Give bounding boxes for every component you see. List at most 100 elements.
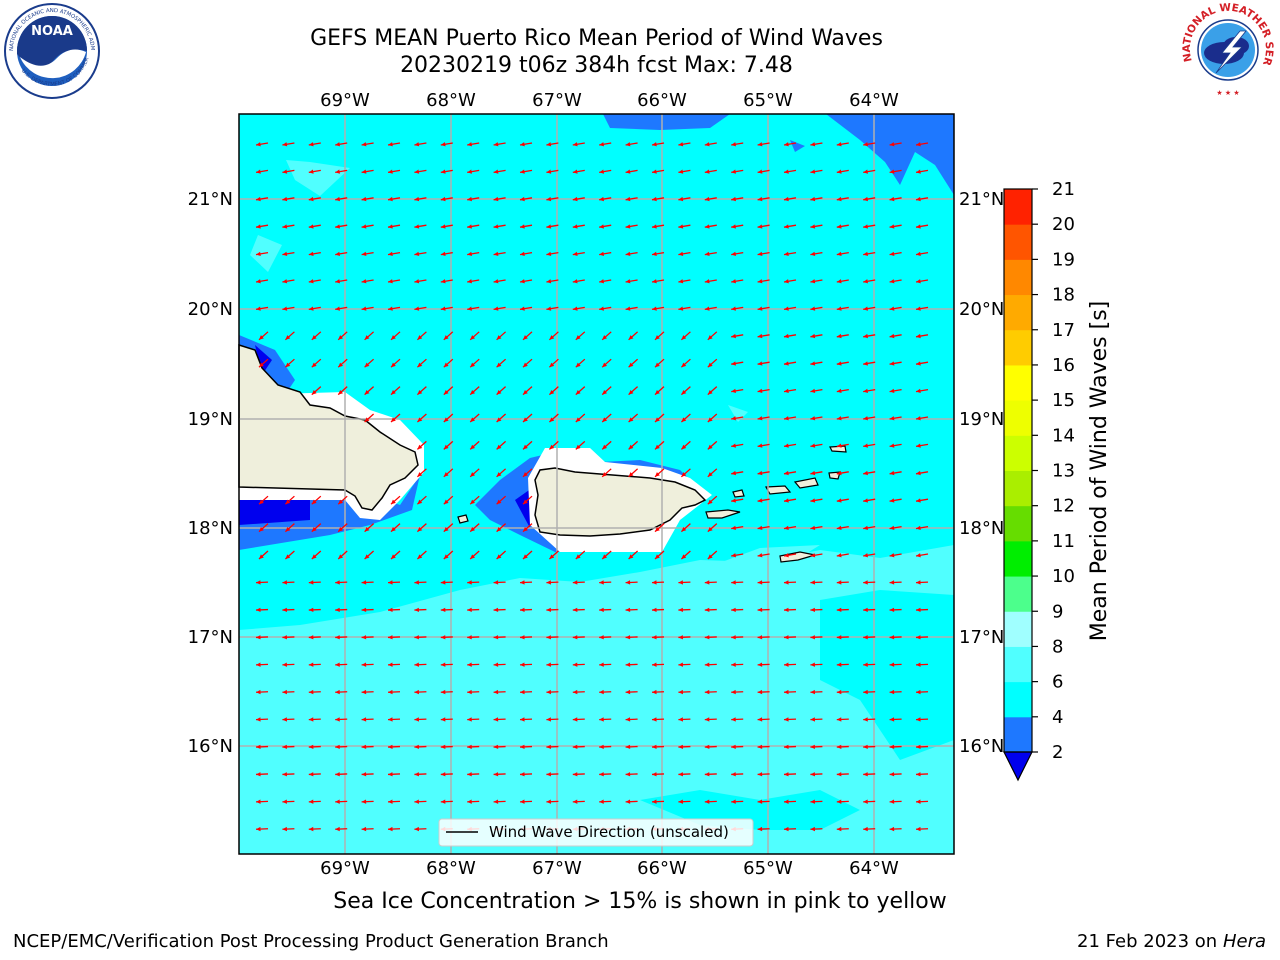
wave-direction-arrow <box>783 498 797 503</box>
wave-direction-arrow <box>836 279 849 284</box>
wave-direction-arrow <box>387 772 401 777</box>
wave-direction-arrow <box>282 689 295 695</box>
wave-direction-arrow <box>625 635 638 640</box>
wave-direction-arrow <box>522 523 533 533</box>
wave-direction-arrow <box>469 468 480 478</box>
wave-direction-arrow <box>335 279 348 284</box>
wave-direction-arrow <box>889 635 902 640</box>
wave-direction-arrow <box>601 550 612 560</box>
wave-direction-arrow <box>707 440 718 450</box>
wave-direction-arrow <box>493 169 506 174</box>
wave-direction-arrow <box>282 196 295 202</box>
wave-direction-arrow <box>414 142 427 147</box>
wave-direction-arrow <box>255 169 269 174</box>
wave-direction-arrow <box>467 744 480 750</box>
wave-direction-arrow <box>575 550 586 560</box>
wave-direction-arrow <box>282 169 295 174</box>
wave-direction-arrow <box>416 413 427 423</box>
wave-direction-arrow <box>704 689 717 695</box>
wave-direction-arrow <box>467 196 480 202</box>
wave-direction-arrow <box>469 440 480 450</box>
wave-direction-arrow <box>284 331 295 341</box>
wave-direction-arrow <box>889 744 902 750</box>
wave-direction-arrow <box>282 772 295 777</box>
wave-direction-arrow <box>915 306 929 311</box>
wave-direction-arrow <box>836 525 849 531</box>
wave-direction-arrow <box>467 607 480 613</box>
wave-direction-arrow <box>651 169 665 174</box>
wave-direction-arrow <box>810 717 823 722</box>
wave-direction-arrow <box>836 169 849 174</box>
wave-direction-arrow <box>335 251 348 257</box>
wave-direction-arrow <box>255 607 269 613</box>
lat-tick-right: 21°N <box>959 189 1004 210</box>
wave-direction-arrow <box>889 306 902 311</box>
wave-direction-arrow <box>680 550 691 560</box>
wave-direction-arrow <box>836 416 849 421</box>
wave-direction-arrow <box>810 196 823 202</box>
wave-direction-arrow <box>915 580 929 585</box>
wave-direction-arrow <box>889 333 902 339</box>
wave-direction-arrow <box>863 224 876 229</box>
wave-direction-arrow <box>546 662 559 667</box>
wave-direction-arrow <box>416 331 427 341</box>
wave-direction-arrow <box>493 689 506 695</box>
wave-direction-arrow <box>282 306 295 311</box>
wave-direction-arrow <box>731 607 744 613</box>
wave-direction-arrow <box>915 744 929 750</box>
wave-direction-arrow <box>284 550 295 560</box>
lon-tick-top: 66°W <box>637 90 687 111</box>
wave-direction-arrow <box>599 717 612 722</box>
wave-direction-arrow <box>731 142 744 147</box>
wave-direction-arrow <box>519 607 533 613</box>
wave-direction-arrow <box>757 196 770 202</box>
wave-direction-arrow <box>361 279 374 284</box>
wave-direction-arrow <box>863 306 876 311</box>
wave-direction-arrow <box>836 689 849 695</box>
wave-direction-arrow <box>311 331 322 341</box>
wave-direction-arrow <box>731 717 744 722</box>
wave-direction-arrow <box>575 331 586 341</box>
wave-direction-arrow <box>337 523 348 533</box>
wave-direction-arrow <box>704 635 717 640</box>
wave-direction-arrow <box>889 251 902 257</box>
wave-direction-arrow <box>678 662 691 667</box>
wave-direction-arrow <box>836 361 849 366</box>
wave-direction-arrow <box>416 523 427 533</box>
wave-direction-arrow <box>519 306 533 311</box>
wave-direction-arrow <box>625 717 638 722</box>
wave-direction-arrow <box>889 169 902 174</box>
wave-direction-arrow <box>443 331 454 341</box>
lat-tick-left: 16°N <box>188 736 233 757</box>
colorbar-tick: 8 <box>1052 636 1063 657</box>
wave-direction-arrow <box>757 169 770 174</box>
wave-direction-arrow <box>678 306 691 311</box>
wave-direction-arrow <box>731 580 744 585</box>
wave-direction-arrow <box>443 550 454 560</box>
wave-direction-arrow <box>836 196 849 202</box>
wave-direction-arrow <box>810 607 823 613</box>
wave-direction-arrow <box>678 580 691 585</box>
colorbar-segment <box>1004 259 1032 296</box>
wave-direction-arrow <box>414 689 427 695</box>
colorbar-tick: 14 <box>1052 425 1075 446</box>
wave-direction-arrow <box>387 744 401 750</box>
wave-direction-arrow <box>282 826 295 832</box>
wave-direction-arrow <box>335 580 348 585</box>
wave-direction-arrow <box>308 826 321 832</box>
colorbar-segment <box>1004 435 1032 471</box>
wave-direction-arrow <box>308 689 321 695</box>
wave-direction-arrow <box>572 224 585 229</box>
wave-direction-arrow <box>282 279 295 284</box>
wave-direction-arrow <box>863 251 876 257</box>
wave-direction-arrow <box>258 523 269 533</box>
wave-direction-arrow <box>915 525 929 531</box>
wave-direction-arrow <box>469 413 480 423</box>
wave-direction-arrow <box>599 142 612 147</box>
wave-direction-arrow <box>625 142 638 147</box>
wave-direction-arrow <box>889 607 902 613</box>
wave-direction-arrow <box>335 826 348 832</box>
wave-direction-arrow <box>836 607 849 613</box>
wave-direction-arrow <box>496 495 507 505</box>
wave-direction-arrow <box>915 607 929 613</box>
